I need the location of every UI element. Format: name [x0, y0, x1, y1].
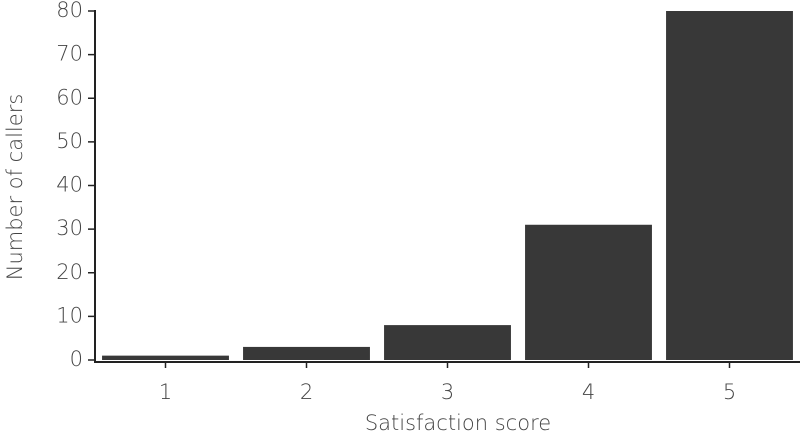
x-tick-label: 4 — [582, 380, 595, 404]
y-tick-label: 20 — [56, 260, 83, 284]
y-tick-label: 10 — [56, 303, 83, 327]
y-tick-label: 60 — [56, 85, 83, 109]
y-tick-label: 70 — [56, 42, 83, 66]
bar — [102, 355, 229, 360]
y-tick-label: 40 — [56, 173, 83, 197]
y-tick-label: 50 — [56, 129, 83, 153]
x-tick-label: 2 — [300, 380, 313, 404]
y-tick-label: 0 — [70, 347, 83, 371]
x-tick-label: 1 — [159, 380, 172, 404]
x-tick-label: 5 — [723, 380, 736, 404]
x-tick-label: 3 — [441, 380, 454, 404]
y-tick-label: 80 — [56, 0, 83, 22]
y-tick-label: 30 — [56, 216, 83, 240]
bar — [243, 346, 370, 360]
bar — [525, 224, 652, 360]
x-axis-title: Satisfaction score — [365, 411, 551, 435]
bar — [384, 325, 511, 360]
bar — [666, 11, 793, 360]
y-axis-title: Number of callers — [3, 94, 27, 281]
